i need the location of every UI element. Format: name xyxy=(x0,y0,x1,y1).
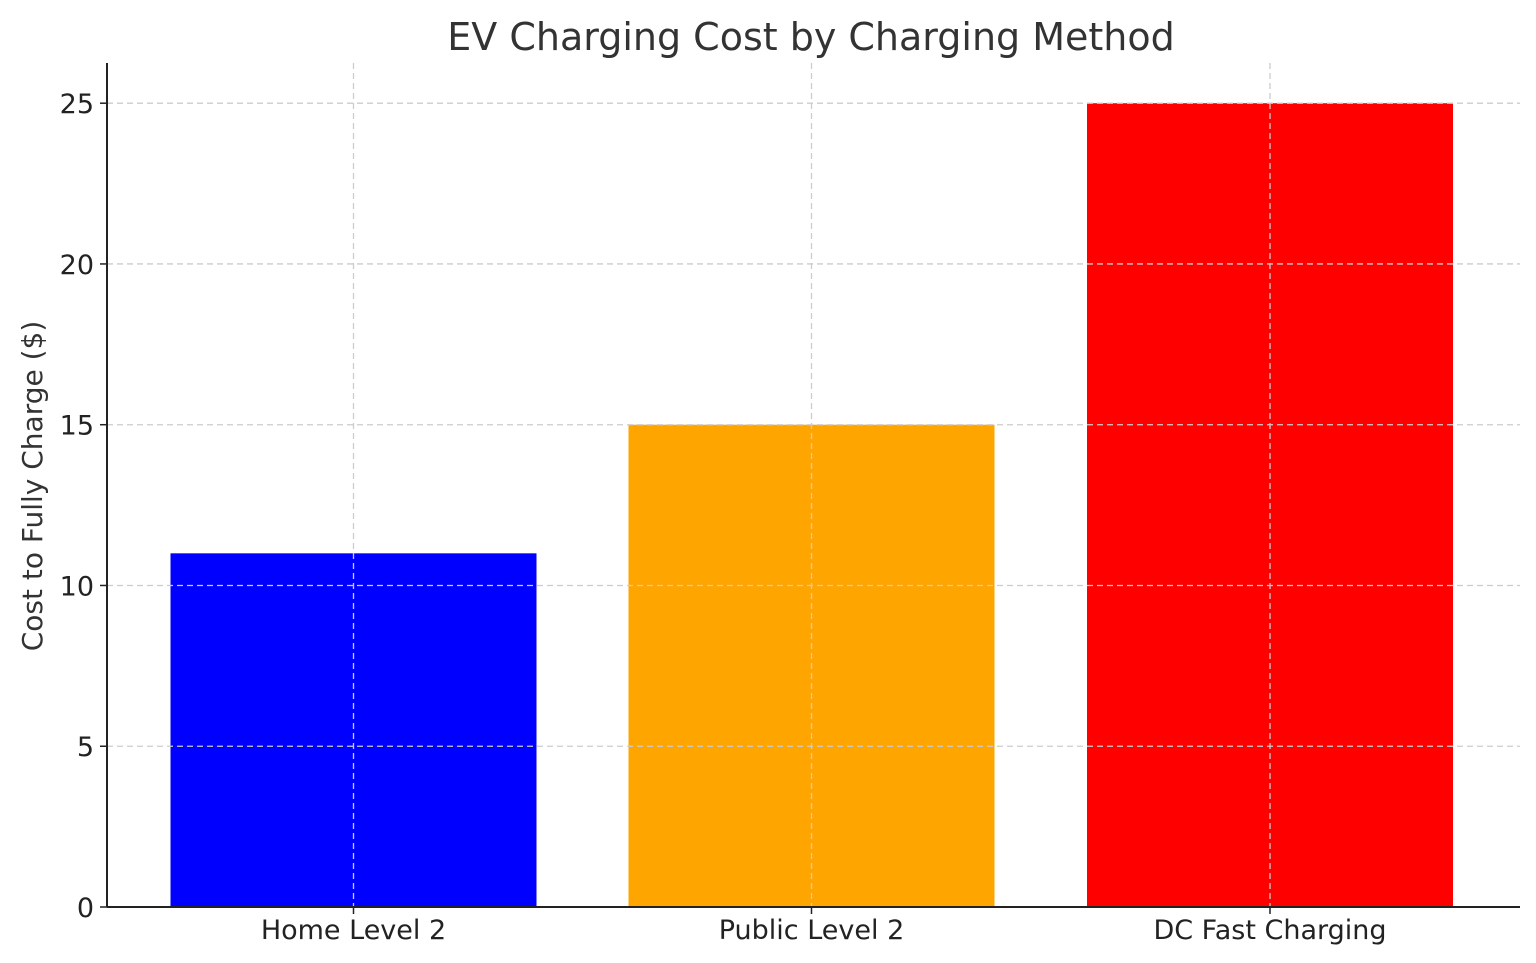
y-axis-label: Cost to Fully Charge ($) xyxy=(16,321,49,652)
y-tick-label: 15 xyxy=(60,411,94,442)
y-tick-label: 20 xyxy=(60,250,94,281)
y-tick-label: 5 xyxy=(77,732,94,763)
y-tick-label: 25 xyxy=(60,89,94,120)
x-tick-label: Public Level 2 xyxy=(719,915,905,946)
x-tick-label: Home Level 2 xyxy=(261,915,446,946)
x-ticks: Home Level 2 Public Level 2 DC Fast Chargi… xyxy=(261,907,1387,946)
y-tick-label: 10 xyxy=(60,571,94,602)
chart-title: EV Charging Cost by Charging Method xyxy=(447,15,1175,59)
x-tick-label: DC Fast Charging xyxy=(1153,915,1386,946)
y-tick-label: 0 xyxy=(77,893,94,924)
y-ticks: 0 5 10 15 20 25 xyxy=(60,89,107,924)
gridlines-overlay xyxy=(107,63,1520,907)
